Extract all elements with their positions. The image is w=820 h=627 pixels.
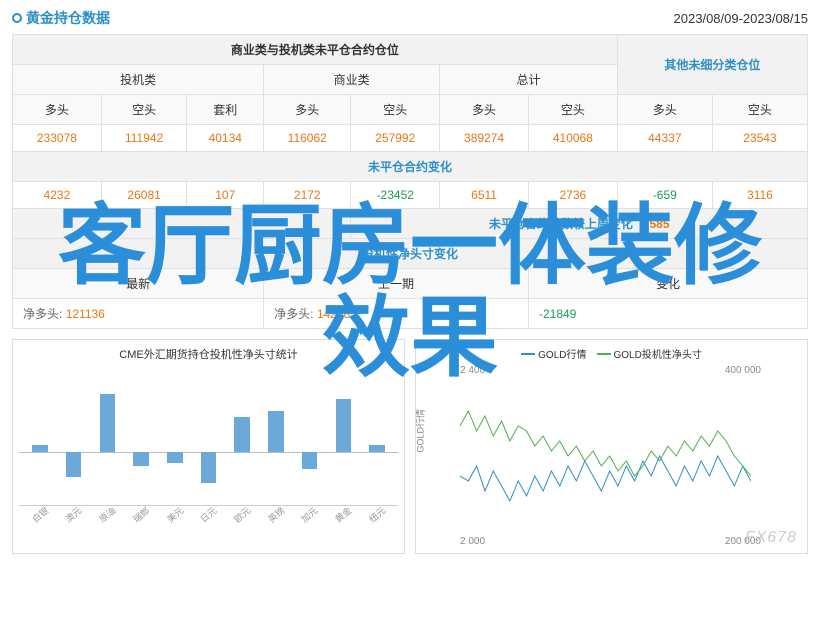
change-row: 4232 26081 107 2172 -23452 6511 2736 -65… xyxy=(13,182,808,209)
line-chart-legend: GOLD行情 GOLD投机性净头寸 xyxy=(422,346,801,361)
bullet-icon xyxy=(12,13,22,23)
net-latest-label: 净多头: xyxy=(23,307,62,321)
cell: 410068 xyxy=(528,125,617,152)
col-arb: 套利 xyxy=(187,95,264,125)
net-latest-value: 121136 xyxy=(66,307,105,321)
total-group: 总计 xyxy=(440,65,618,95)
cell: 111942 xyxy=(101,125,187,152)
col-long-3: 多头 xyxy=(440,95,529,125)
gold-line xyxy=(460,456,751,501)
page-title: 黄金持仓数据 xyxy=(12,8,110,28)
y-left-bottom: 2 000 xyxy=(460,536,485,547)
label-prev: 上一期 xyxy=(264,269,529,299)
total-change-value: 585 xyxy=(650,217,670,231)
bar-chart-panel: CME外汇期货持仓投机性净头寸统计 白银澳元原油瑞郎美元日元欧元英镑加元黄金纽元 xyxy=(12,339,405,554)
date-range: 2023/08/09-2023/08/15 xyxy=(674,11,808,26)
cell: -659 xyxy=(617,182,712,209)
cell: 389274 xyxy=(440,125,529,152)
net-labels-row: 最新 上一期 变化 xyxy=(13,269,808,299)
cell: 44337 xyxy=(617,125,712,152)
main-group-header: 商业类与投机类未平仓合约仓位 xyxy=(13,35,618,65)
cell: -23452 xyxy=(351,182,440,209)
line-chart: GOLD行情 xyxy=(422,376,801,536)
cell: 23543 xyxy=(712,125,807,152)
legend-gold: GOLD行情 xyxy=(521,346,586,361)
spec-group: 投机类 xyxy=(13,65,264,95)
net-prev-value: 142985 xyxy=(317,307,357,321)
legend-spec-label: GOLD投机性净头寸 xyxy=(614,346,702,361)
bar-chart-title: CME外汇期货持仓投机性净头寸统计 xyxy=(19,346,398,362)
col-long-4: 多头 xyxy=(617,95,712,125)
col-short-4: 空头 xyxy=(712,95,807,125)
cell: 2736 xyxy=(528,182,617,209)
col-short-1: 空头 xyxy=(101,95,187,125)
cell: 26081 xyxy=(101,182,187,209)
total-change-label: 未平仓合约总数较上周变化 xyxy=(489,217,633,231)
cell: 3116 xyxy=(712,182,807,209)
label-latest: 最新 xyxy=(13,269,264,299)
cell: 4232 xyxy=(13,182,102,209)
line-chart-svg xyxy=(460,381,751,531)
legend-gold-label: GOLD行情 xyxy=(538,346,586,361)
cell: 257992 xyxy=(351,125,440,152)
change-header: 未平仓合约变化 xyxy=(13,152,808,182)
other-group-header: 其他未细分类仓位 xyxy=(617,35,807,95)
net-latest: 净多头: 121136 xyxy=(13,299,264,329)
watermark: FX678 xyxy=(745,529,797,547)
cell: 6511 xyxy=(440,182,529,209)
y-axis-title: GOLD行情 xyxy=(414,409,427,453)
net-change-value: -21849 xyxy=(539,307,576,321)
col-long-2: 多头 xyxy=(264,95,351,125)
col-short-3: 空头 xyxy=(528,95,617,125)
positions-row: 233078 111942 40134 116062 257992 389274… xyxy=(13,125,808,152)
net-values-row: 净多头: 121136 净多头: 142985 -21849 xyxy=(13,299,808,329)
comm-group: 商业类 xyxy=(264,65,440,95)
positions-table: 商业类与投机类未平仓合约仓位 其他未细分类仓位 投机类 商业类 总计 多头 空头… xyxy=(12,34,808,329)
cell: 233078 xyxy=(13,125,102,152)
partial-header-1 xyxy=(13,209,351,239)
legend-swatch-spec xyxy=(597,353,611,355)
legend-swatch-gold xyxy=(521,353,535,355)
col-short-2: 空头 xyxy=(351,95,440,125)
net-change-header: 投机性净头寸变化 xyxy=(13,239,808,269)
label-change: 变化 xyxy=(528,269,807,299)
y-right-top: 400 000 xyxy=(725,365,761,376)
net-prev: 净多头: 142985 xyxy=(264,299,529,329)
cell: 116062 xyxy=(264,125,351,152)
spec-line xyxy=(460,411,751,476)
net-change: -21849 xyxy=(528,299,807,329)
title-text: 黄金持仓数据 xyxy=(26,8,110,28)
total-change-header: 未平仓合约总数较上周变化 585 xyxy=(351,209,808,239)
cell: 40134 xyxy=(187,125,264,152)
y-left-top: 2 400 xyxy=(460,365,485,376)
col-long-1: 多头 xyxy=(13,95,102,125)
net-prev-label: 净多头: xyxy=(274,307,313,321)
cell: 107 xyxy=(187,182,264,209)
legend-spec: GOLD投机性净头寸 xyxy=(597,346,702,361)
bar-chart-labels: 白银澳元原油瑞郎美元日元欧元英镑加元黄金纽元 xyxy=(19,506,398,521)
bar-chart xyxy=(19,366,398,506)
line-chart-panel: GOLD行情 GOLD投机性净头寸 2 400 400 000 GOLD行情 xyxy=(415,339,808,554)
cell: 2172 xyxy=(264,182,351,209)
